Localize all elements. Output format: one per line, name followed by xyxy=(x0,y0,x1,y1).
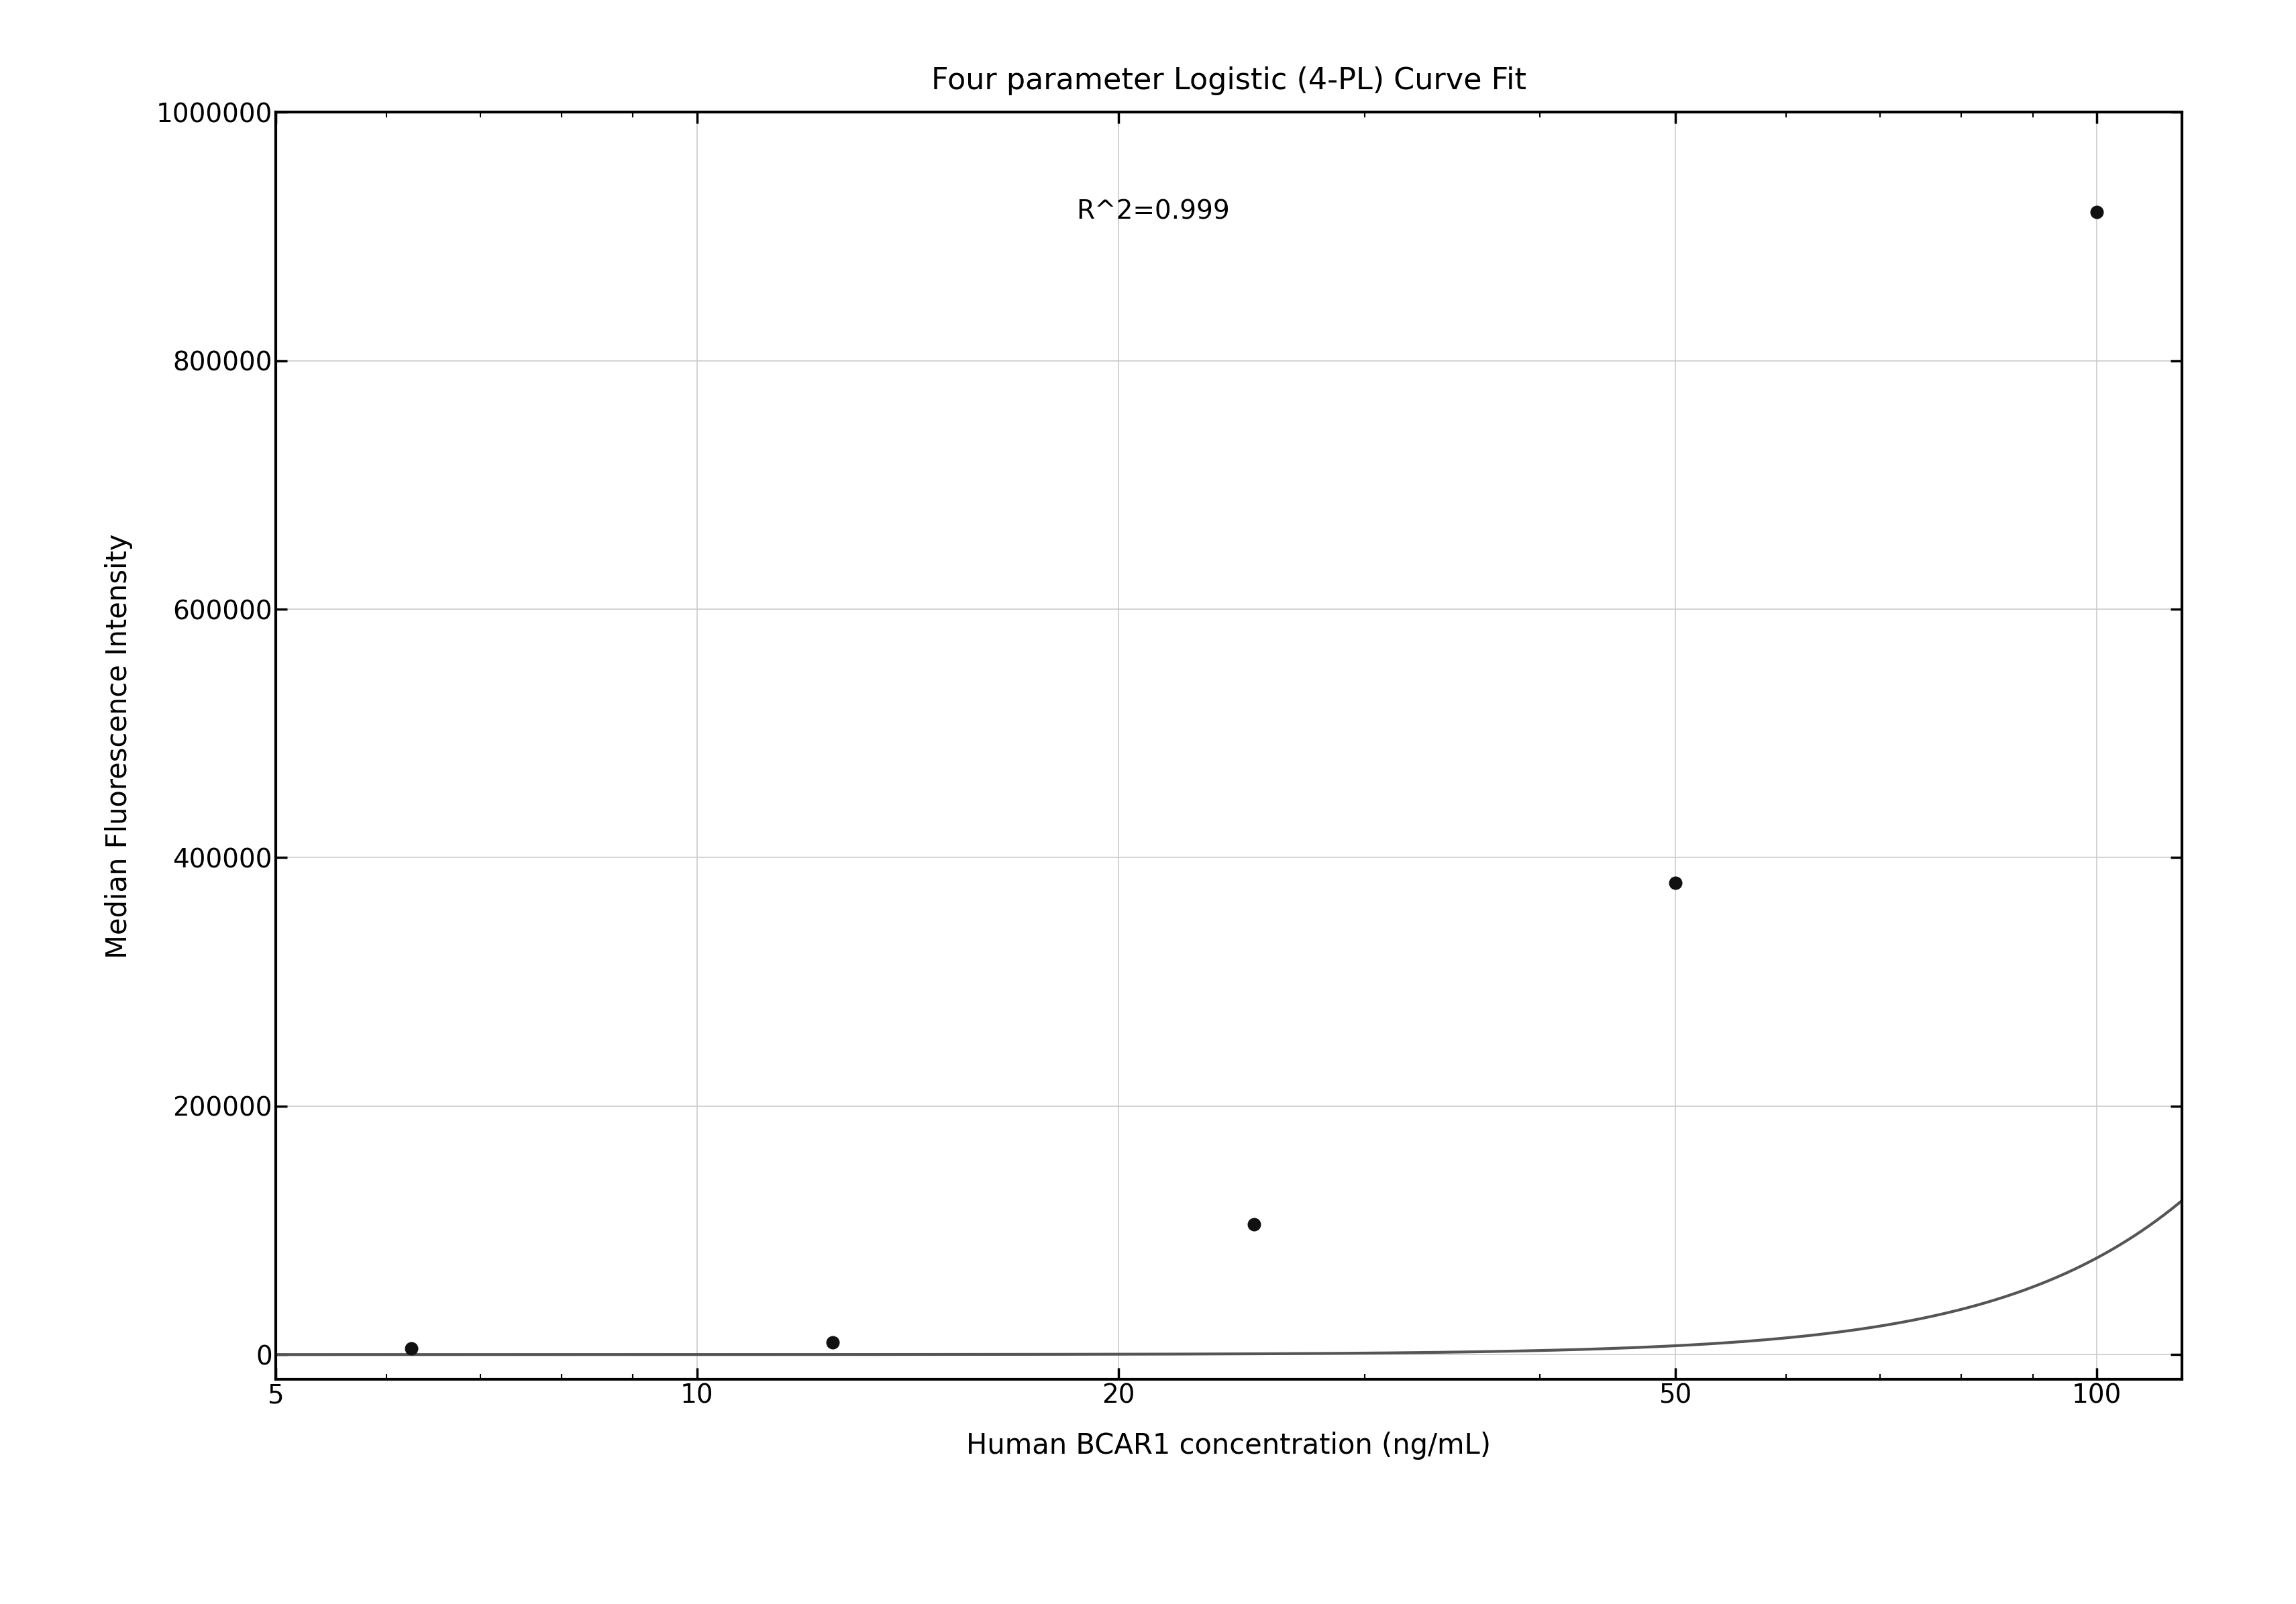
Point xyxy=(1235,1211,1272,1237)
Y-axis label: Median Fluorescence Intensity: Median Fluorescence Intensity xyxy=(106,534,133,958)
Point xyxy=(393,1336,429,1362)
X-axis label: Human BCAR1 concentration (ng/mL): Human BCAR1 concentration (ng/mL) xyxy=(967,1431,1490,1460)
Text: R^2=0.999: R^2=0.999 xyxy=(1077,199,1228,225)
Point xyxy=(1658,869,1694,895)
Title: Four parameter Logistic (4-PL) Curve Fit: Four parameter Logistic (4-PL) Curve Fit xyxy=(930,66,1527,95)
Point xyxy=(2078,199,2115,225)
Point xyxy=(815,1330,852,1355)
